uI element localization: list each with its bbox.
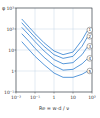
series-line (22, 27, 88, 63)
tick-label: 10 (8, 48, 14, 53)
tick-label: 1 (53, 95, 56, 100)
series-badge (87, 68, 93, 74)
series-label: 3 (89, 44, 92, 49)
y-label: φ (2, 5, 6, 12)
chart: 10⁻²10⁻¹11010²10⁻¹11010²10³12345φRe = w·… (0, 0, 100, 118)
series-label: 4 (89, 56, 92, 61)
tick-label: 10⁻¹ (30, 95, 40, 100)
series-badge (87, 33, 93, 39)
x-label: Re = w·d / ν (39, 105, 69, 111)
grid-line (16, 71, 92, 72)
tick-label: 10⁻¹ (4, 90, 14, 95)
series-label: 5 (89, 69, 92, 74)
tick-label: 10⁻² (11, 95, 21, 100)
series-line (22, 42, 88, 78)
tick-label: 10² (6, 27, 14, 32)
series-label: 2 (89, 34, 92, 39)
series-badge (87, 44, 93, 50)
series-line (22, 19, 88, 55)
series-group (22, 19, 88, 77)
series-badge (87, 27, 93, 33)
grid-line (16, 50, 92, 51)
series-label: 1 (89, 27, 92, 32)
label-group: 1 2 3 4 5 (87, 27, 93, 74)
series-line (22, 34, 88, 70)
tick-label: 10 (70, 95, 76, 100)
plot-frame (16, 8, 92, 92)
tick-label: 1 (11, 69, 14, 74)
series-badge (87, 56, 93, 62)
tick-label: 10² (88, 95, 96, 100)
tick-label: 10³ (6, 6, 14, 11)
